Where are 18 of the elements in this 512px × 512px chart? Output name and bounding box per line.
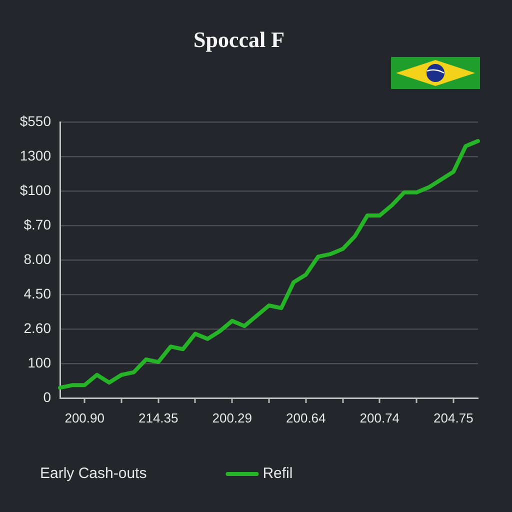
x-tick-label: 200.29	[212, 410, 252, 426]
x-tick-label: 214.35	[138, 410, 178, 426]
category-label: 4.50	[24, 285, 51, 302]
category-label: 8.00	[24, 250, 51, 267]
category-label: 1300	[20, 147, 51, 164]
x-tick-label: 204.75	[434, 410, 474, 426]
legend-title: Early Cash-outs	[40, 465, 147, 482]
x-tick-label: 200.64	[286, 410, 326, 426]
x-tick-label: 200.90	[64, 410, 104, 426]
category-label: $550	[20, 112, 51, 129]
category-label: 2.60	[24, 320, 51, 336]
category-label: 0	[43, 388, 51, 405]
legend-label: Refil	[262, 465, 293, 482]
category-label: $.70	[24, 216, 51, 232]
chart-title: Spoccal F	[193, 26, 285, 52]
x-tick-label: 200.74	[360, 410, 400, 426]
category-label: $100	[20, 182, 51, 198]
category-label: 100	[28, 354, 51, 370]
